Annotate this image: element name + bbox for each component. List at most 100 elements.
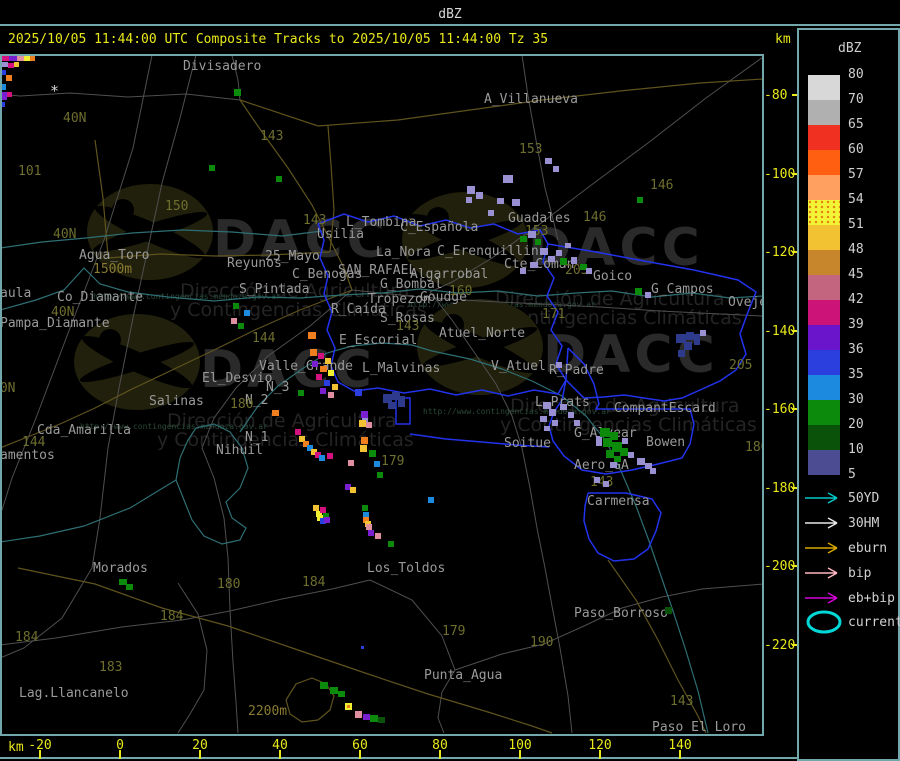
map-road-number: 146 (650, 178, 674, 193)
dacc-logo-icon (74, 314, 200, 410)
watermark-line1: Dirección de Agricultura (167, 410, 397, 432)
scale-tick-label: 45 (848, 267, 864, 282)
radar-echo-pixel (332, 384, 338, 390)
radar-echo-pixel (635, 288, 642, 295)
radar-echo-pixel (359, 420, 366, 427)
radar-echo-pixel (276, 176, 282, 182)
map-place-label: Carmensa (587, 494, 650, 509)
legend-label-current: current (848, 615, 900, 630)
map-lines-layer (2, 56, 762, 734)
bottom-axis-tick (679, 750, 681, 759)
radar-echo-pixel (545, 158, 552, 164)
right-axis-label: -200 (764, 559, 796, 574)
map-place-label: Pampa_Diamante (2, 316, 110, 331)
radar-echo-pixel (622, 438, 628, 444)
title-bar: dBZ (0, 0, 900, 26)
radar-echo-pixel (316, 511, 322, 517)
right-axis-label: -140 (764, 324, 796, 339)
scale-tick-label: 42 (848, 292, 864, 307)
bottom-km-unit: km (8, 740, 24, 755)
radar-echo-pixel (645, 292, 651, 298)
gray-line (2, 56, 153, 511)
gray-line (2, 92, 241, 101)
scale-tick-label: 35 (848, 367, 864, 382)
map-place-label: G_Campos (651, 282, 714, 297)
map-place-label: R_Caída (331, 302, 386, 317)
map-place-label: Paso El Loro (652, 720, 746, 734)
radar-echo-pixel (6, 75, 12, 81)
radar-echo-pixel (328, 370, 334, 376)
radar-echo-pixel (686, 332, 694, 340)
radar-echo-pixel (565, 243, 571, 248)
radar-echo-pixel (126, 584, 133, 590)
bottom-axis-tick (279, 750, 281, 759)
right-axis-label: -120 (764, 245, 796, 260)
radar-echo-pixel (2, 62, 8, 67)
map-place-label: Goudge (420, 290, 467, 305)
radar-map-canvas[interactable]: DACC Dirección de Agricultura y Contingenc… (2, 56, 762, 734)
map-place-label: Goico (593, 269, 633, 284)
radar-echo-pixel (520, 268, 526, 274)
scale-tick-label: 80 (848, 67, 864, 82)
radar-echo-pixel (9, 56, 17, 61)
radar-echo-pixel (209, 165, 215, 171)
radar-echo-pixel (363, 517, 369, 523)
map-road-number: 146 (583, 210, 607, 225)
radar-echo-pixel (338, 691, 345, 697)
scale-color-block (808, 400, 840, 425)
legend-label-30HM: 30HM (848, 516, 880, 531)
map-place-label: L_Tombina (346, 215, 417, 230)
map-place-label: C_Benogas (292, 267, 363, 282)
map-road-number: 40N (2, 381, 16, 396)
map-place-label: E_Escorial (339, 333, 418, 348)
radar-echo-pixel (310, 349, 317, 356)
radar-echo-pixel (594, 477, 600, 483)
radar-echo-pixel (560, 404, 567, 410)
radar-echo-pixel (320, 507, 326, 513)
map-place-label: Divisadero (183, 59, 262, 74)
radar-echo-pixel (318, 353, 324, 359)
radar-echo-pixel (355, 711, 362, 718)
map-place-label: Cte_Coman (504, 257, 575, 272)
boundary-line (547, 243, 757, 402)
olive-line (285, 677, 335, 723)
bottom-axis-label: 140 (668, 738, 692, 753)
radar-echo-pixel (596, 436, 602, 446)
radar-echo-pixel (361, 411, 368, 418)
radar-echo-pixel (610, 432, 618, 440)
radar-echo-pixel (645, 463, 652, 469)
radar-echo-pixel (650, 468, 656, 474)
watermark-line2: y Contingencias Climáticas (485, 307, 742, 329)
scale-color-block (808, 300, 840, 325)
watermark-line2: y Contingencias Climáticas (157, 429, 414, 451)
radar-echo-pixel (369, 450, 376, 457)
map-road-number: 101 (18, 164, 42, 179)
map-place-label: S_Rosas (380, 311, 435, 326)
scale-color-block (808, 425, 840, 450)
bottom-axis-label: 120 (588, 738, 612, 753)
radar-echo-pixel (620, 448, 628, 456)
bottom-axis-label: 20 (192, 738, 208, 753)
right-axis-label: -180 (764, 481, 796, 496)
map-place-label: N_3 (266, 380, 290, 395)
radar-echo-pixel (345, 484, 351, 490)
radar-echo-pixel (231, 318, 237, 324)
map-road-number: 40N (53, 227, 77, 242)
current-ellipse-icon (806, 610, 842, 634)
map-border (0, 54, 764, 736)
scale-color-block (808, 75, 840, 100)
radar-echo-pixel (512, 199, 520, 206)
scale-tick-label: 57 (848, 167, 864, 182)
radar-echo-pixel (398, 396, 405, 407)
river-line (2, 267, 762, 311)
radar-echo-pixel (320, 366, 327, 372)
olive-line (327, 125, 335, 253)
radar-echo-pixel (7, 92, 12, 97)
bottom-axis-label: 60 (352, 738, 368, 753)
legend-label-eburn: eburn (848, 541, 888, 556)
radar-echo-pixel (530, 262, 538, 268)
scale-tick-label: 20 (848, 417, 864, 432)
map-road-number: 40N (51, 305, 75, 320)
radar-echo-pixel (327, 453, 333, 459)
bottom-axis-label: 100 (508, 738, 532, 753)
